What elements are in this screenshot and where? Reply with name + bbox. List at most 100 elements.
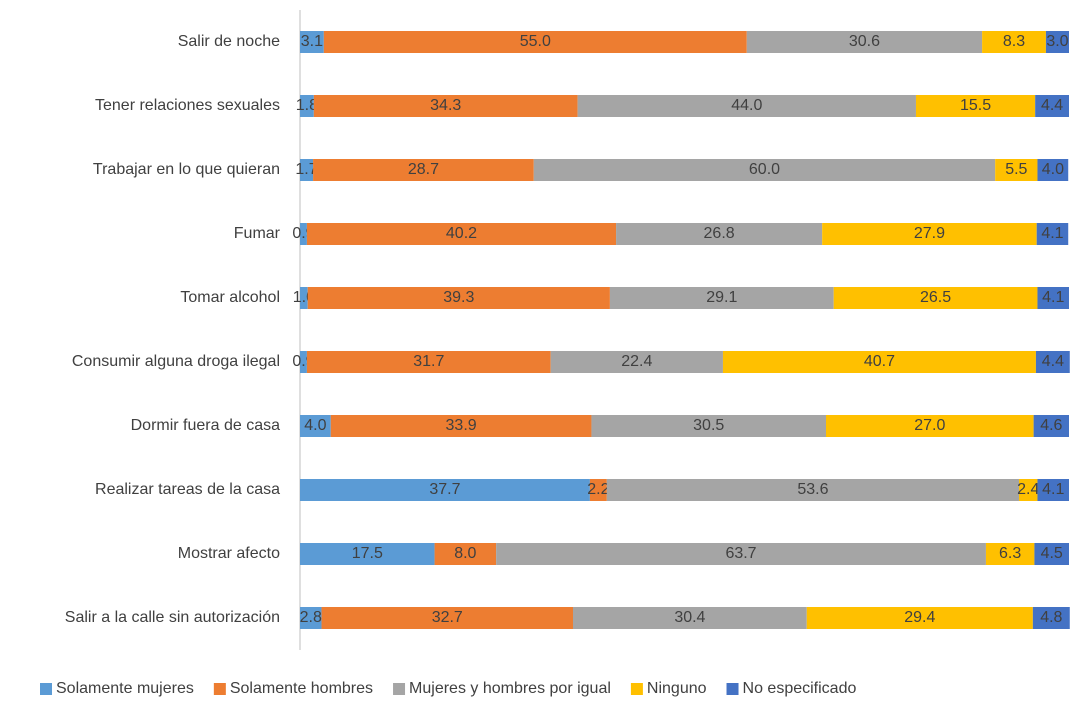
value-label: 26.8 [704, 225, 735, 242]
bar-segment [806, 607, 1033, 629]
bar-segment [982, 31, 1046, 53]
legend-swatch [726, 683, 739, 695]
value-label: 53.6 [797, 481, 828, 498]
value-label: 39.3 [443, 289, 474, 306]
value-label: 27.9 [914, 225, 945, 242]
value-label: 29.4 [904, 609, 935, 626]
bar-segment [434, 543, 497, 565]
value-label: 3.1 [301, 33, 323, 50]
value-label: 4.4 [1042, 353, 1064, 370]
category-label: Tener relaciones sexuales [95, 97, 280, 114]
value-label: 2.4 [1017, 481, 1039, 498]
bar-segment [300, 543, 435, 565]
value-label: 30.5 [693, 417, 724, 434]
bar-segment [313, 95, 578, 117]
value-label: 1.7 [295, 161, 317, 178]
value-label: 37.7 [429, 481, 460, 498]
value-label: 2.8 [300, 609, 322, 626]
bar-segment [995, 159, 1038, 181]
bar-segment [321, 607, 573, 629]
category-label: Consumir alguna droga ilegal [72, 353, 280, 370]
value-label: 30.6 [849, 33, 880, 50]
category-label: Dormir fuera de casa [131, 417, 280, 434]
category-label: Salir de noche [178, 33, 280, 50]
value-label: 3.0 [1046, 33, 1068, 50]
value-label: 8.0 [454, 545, 476, 562]
bar-segment [746, 31, 983, 53]
bar-segment [330, 415, 592, 437]
value-label: 4.1 [1041, 225, 1063, 242]
bar-segment [300, 479, 590, 501]
value-label: 4.1 [1042, 289, 1064, 306]
category-label: Tomar alcohol [180, 289, 280, 306]
bar-segment [1032, 607, 1070, 629]
bar-segment [915, 95, 1036, 117]
value-label: 28.7 [408, 161, 439, 178]
value-label: 26.5 [920, 289, 951, 306]
value-label: 4.6 [1040, 417, 1062, 434]
value-label: 27.0 [914, 417, 945, 434]
legend-label: Ninguno [647, 680, 707, 697]
legend-label: Mujeres y hombres por igual [409, 680, 611, 697]
bar-segment [1037, 159, 1069, 181]
category-label: Salir a la calle sin autorización [65, 609, 280, 626]
bar-segment [572, 607, 807, 629]
value-label: 5.5 [1005, 161, 1027, 178]
bar-segment [606, 479, 1020, 501]
value-label: 4.4 [1041, 97, 1063, 114]
value-label: 22.4 [621, 353, 652, 370]
bar-segment [313, 159, 534, 181]
value-label: 29.1 [706, 289, 737, 306]
bar-segment [822, 223, 1037, 245]
legend-swatch [630, 683, 643, 695]
bar-segment [616, 223, 823, 245]
bar-segment [589, 479, 607, 501]
bar-segment [1035, 351, 1070, 373]
bar-segment [300, 95, 314, 117]
bar-segment [300, 351, 307, 373]
bar-segment [300, 223, 307, 245]
bar-segment [1037, 287, 1069, 309]
value-label: 63.7 [725, 545, 756, 562]
bar-segment [1034, 543, 1069, 565]
value-label: 6.3 [999, 545, 1021, 562]
legend-swatch [213, 683, 226, 695]
bar-segment [300, 287, 308, 309]
bar-segment [307, 287, 610, 309]
bar-segment [1036, 223, 1069, 245]
value-label: 2.2 [587, 481, 609, 498]
category-label: Realizar tareas de la casa [95, 481, 280, 498]
bar-segment [577, 95, 916, 117]
category-label: Fumar [234, 225, 281, 242]
legend-label: Solamente hombres [230, 680, 373, 697]
value-label: 4.8 [1040, 609, 1062, 626]
value-label: 4.1 [1042, 481, 1064, 498]
bar-segment [591, 415, 826, 437]
value-label: 30.4 [674, 609, 705, 626]
value-label: 4.0 [1042, 161, 1064, 178]
bar-segment [833, 287, 1038, 309]
value-label: 40.7 [864, 353, 895, 370]
value-label: 1.8 [296, 97, 318, 114]
bar-segment [300, 607, 322, 629]
bar-segment [1045, 31, 1069, 53]
value-label: 55.0 [520, 33, 551, 50]
value-label: 15.5 [960, 97, 991, 114]
bar-segment [300, 159, 314, 181]
legend-label: No especificado [743, 680, 857, 697]
value-label: 34.3 [430, 97, 461, 114]
bar-segment [825, 415, 1034, 437]
value-label: 44.0 [731, 97, 762, 114]
bar-segment [609, 287, 834, 309]
bar-segment [300, 415, 331, 437]
value-label: 32.7 [432, 609, 463, 626]
bar-segment [496, 543, 986, 565]
category-label: Trabajar en lo que quieran [93, 161, 280, 178]
bar-segment [1037, 479, 1069, 501]
bar-segment [985, 543, 1035, 565]
legend-swatch [393, 683, 406, 695]
bar-segment [300, 31, 324, 53]
bar-segment [323, 31, 747, 53]
legend-swatch [40, 683, 52, 695]
